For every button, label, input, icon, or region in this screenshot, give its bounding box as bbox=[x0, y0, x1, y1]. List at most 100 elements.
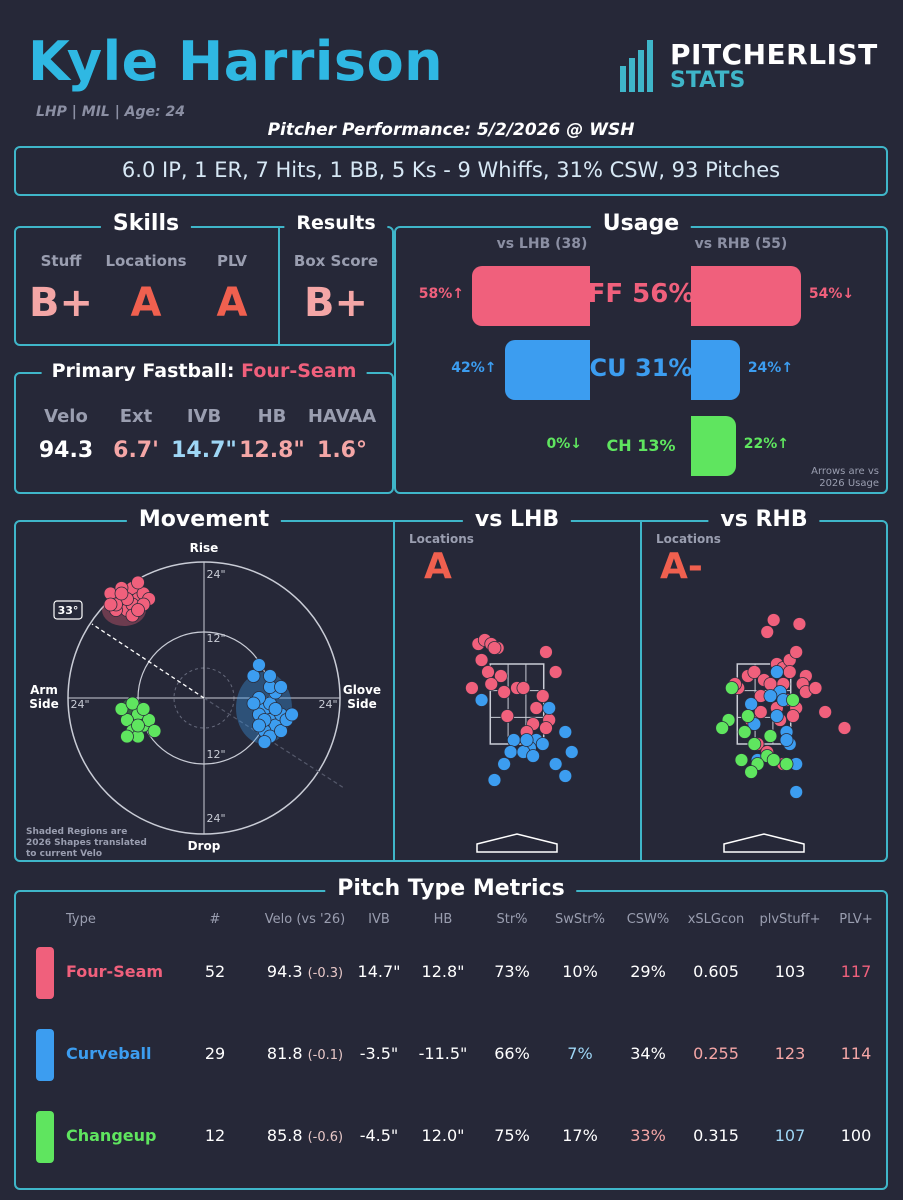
rhb-location-chart bbox=[715, 613, 852, 853]
location-point bbox=[779, 757, 794, 771]
metrics-cell-hb: 12.0" bbox=[421, 1126, 465, 1145]
usage-bar-rhb bbox=[691, 266, 801, 326]
usage-lhb-value: 42%↑ bbox=[451, 360, 497, 376]
metrics-pitch-type: Curveball bbox=[66, 1044, 152, 1063]
metrics-cell-swstr: 7% bbox=[567, 1044, 593, 1063]
location-point bbox=[558, 725, 573, 739]
usage-pitch-label: FF 56% bbox=[587, 279, 695, 310]
location-point bbox=[779, 733, 794, 747]
location-point bbox=[763, 729, 778, 743]
fb-value-havaa: 1.6° bbox=[317, 438, 367, 463]
metrics-header: HB bbox=[433, 912, 453, 927]
fb-value-hb: 12.8" bbox=[239, 438, 305, 463]
metrics-cell-hb: -11.5" bbox=[418, 1044, 468, 1063]
usage-title: Usage bbox=[590, 211, 692, 236]
ring-label-left-24: 24" bbox=[70, 698, 89, 711]
location-point bbox=[792, 617, 807, 631]
metrics-cell-xslg: 0.315 bbox=[693, 1126, 739, 1145]
location-point bbox=[503, 745, 518, 759]
ring-label-right-24: 24" bbox=[318, 698, 337, 711]
metrics-cell-stuff: 103 bbox=[774, 962, 806, 981]
metrics-cell-csw: 34% bbox=[630, 1044, 666, 1063]
home-plate bbox=[723, 833, 805, 853]
arm-angle-line bbox=[91, 623, 205, 699]
pitch-color-swatch bbox=[36, 947, 54, 999]
location-point bbox=[763, 689, 778, 703]
ring-label-top-12: 12" bbox=[206, 632, 225, 645]
fb-label-havaa: HAVAA bbox=[307, 406, 377, 427]
usage-rhb-value: 54%↓ bbox=[808, 286, 855, 302]
usage-bar-rhb bbox=[691, 340, 740, 400]
pitcher-meta: LHP | MIL | Age: 24 bbox=[36, 104, 185, 120]
location-point bbox=[715, 721, 730, 735]
location-point bbox=[786, 709, 800, 723]
metrics-header: # bbox=[209, 912, 221, 927]
metrics-cell-n: 12 bbox=[204, 1126, 226, 1145]
location-point bbox=[542, 701, 557, 715]
location-point bbox=[782, 665, 797, 679]
location-point bbox=[506, 733, 521, 747]
location-point bbox=[484, 677, 499, 691]
usage-note-line1: Arrows are vs bbox=[811, 466, 879, 477]
usage-note: Arrows are vs 2026 Usage bbox=[811, 466, 879, 490]
metrics-pitch-type: Changeup bbox=[66, 1126, 157, 1145]
skill-label-plv: PLV bbox=[216, 252, 248, 270]
usage-rhb-value: 22%↑ bbox=[743, 436, 789, 452]
usage-bar-rhb bbox=[691, 416, 736, 476]
location-point bbox=[539, 645, 553, 659]
location-point bbox=[837, 721, 852, 735]
pitch-color-swatch bbox=[36, 1029, 54, 1081]
usage-lhb-value: 58%↑ bbox=[418, 286, 464, 302]
metrics-header: Velo (vs '26) bbox=[264, 912, 346, 927]
angle-box bbox=[53, 600, 83, 620]
metrics-box bbox=[14, 890, 888, 1190]
metrics-cell-plv: 114 bbox=[840, 1044, 872, 1063]
movement-point bbox=[263, 669, 277, 683]
movement-point bbox=[136, 702, 151, 716]
location-point bbox=[747, 737, 762, 751]
movement-point bbox=[252, 658, 266, 672]
movement-point bbox=[125, 696, 140, 711]
location-point bbox=[526, 749, 541, 763]
metrics-cell-plv: 117 bbox=[840, 962, 872, 981]
fastball-title: Primary Fastball: Four-Seam bbox=[41, 360, 367, 382]
metrics-velo: 81.8 (-0.1) bbox=[267, 1044, 343, 1063]
metrics-cell-stuff: 107 bbox=[774, 1126, 806, 1145]
velo-value: 85.8 bbox=[266, 1126, 303, 1145]
summary-line: 6.0 IP, 1 ER, 7 Hits, 1 BB, 5 Ks - 9 Whi… bbox=[121, 158, 781, 182]
location-point bbox=[737, 725, 752, 739]
usage-rhb-label: vs RHB (55) bbox=[694, 236, 788, 252]
rhb-locations-label: Locations bbox=[656, 532, 721, 546]
location-point bbox=[474, 653, 489, 667]
location-point bbox=[529, 701, 544, 715]
movement-point bbox=[114, 586, 129, 601]
results-title: Results bbox=[284, 212, 388, 234]
metrics-cell-n: 29 bbox=[204, 1044, 226, 1063]
metrics-cell-hb: 12.8" bbox=[421, 962, 465, 981]
metrics-title: Pitch Type Metrics bbox=[325, 876, 577, 901]
location-point bbox=[564, 745, 579, 759]
velo-value: 81.8 bbox=[266, 1044, 303, 1063]
angle-label: 33° bbox=[58, 604, 79, 617]
movement-point bbox=[274, 680, 288, 694]
metrics-header: IVB bbox=[368, 912, 390, 927]
metrics-header: Type bbox=[66, 912, 96, 927]
drop-label: Drop bbox=[188, 839, 221, 853]
skill-label-stuff: Stuff bbox=[40, 252, 82, 270]
velo-diff: (-0.6) bbox=[307, 1130, 344, 1145]
metrics-header: SwStr% bbox=[555, 912, 605, 927]
movement-point bbox=[131, 718, 145, 733]
metrics-cell-swstr: 10% bbox=[562, 962, 598, 981]
fb-label-hb: HB bbox=[257, 406, 287, 427]
movement-point bbox=[120, 729, 134, 744]
metrics-cell-n: 52 bbox=[204, 962, 226, 981]
lhb-locations-label: Locations bbox=[409, 532, 474, 546]
metrics-header: CSW% bbox=[626, 912, 670, 927]
velo-value: 94.3 bbox=[266, 962, 303, 981]
movement-point bbox=[142, 713, 156, 727]
movement-point bbox=[120, 713, 134, 727]
arm-label: Arm bbox=[30, 683, 58, 697]
metrics-header: Str% bbox=[496, 912, 528, 927]
glove-side-label: Side bbox=[347, 697, 376, 711]
